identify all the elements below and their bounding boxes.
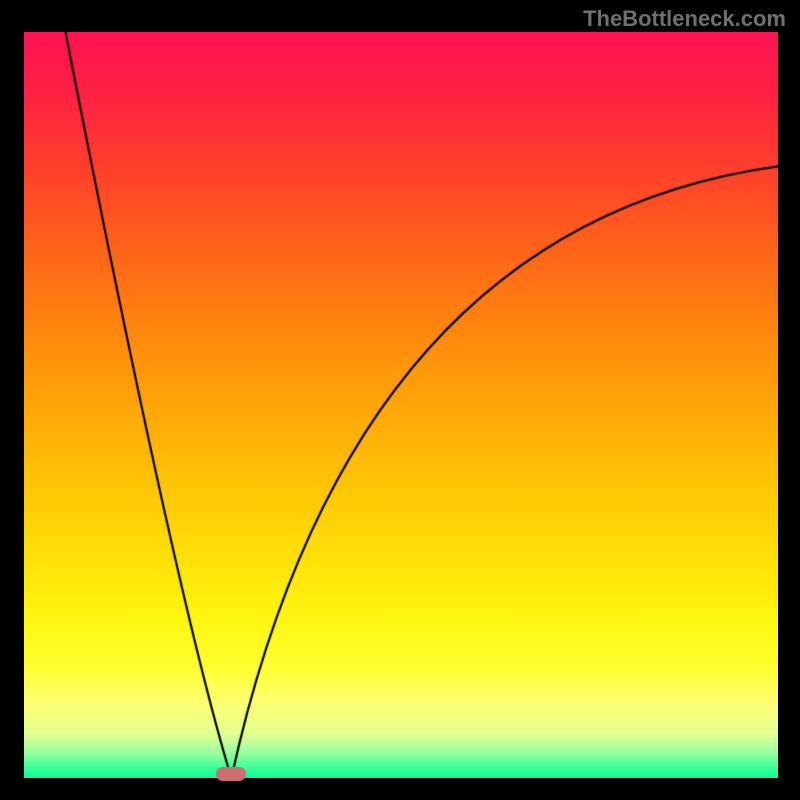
bottleneck-curve (24, 32, 778, 778)
watermark-text: TheBottleneck.com (583, 6, 786, 32)
optimal-point-marker (216, 767, 246, 781)
chart-container: TheBottleneck.com (0, 0, 800, 800)
plot-area (24, 32, 778, 778)
